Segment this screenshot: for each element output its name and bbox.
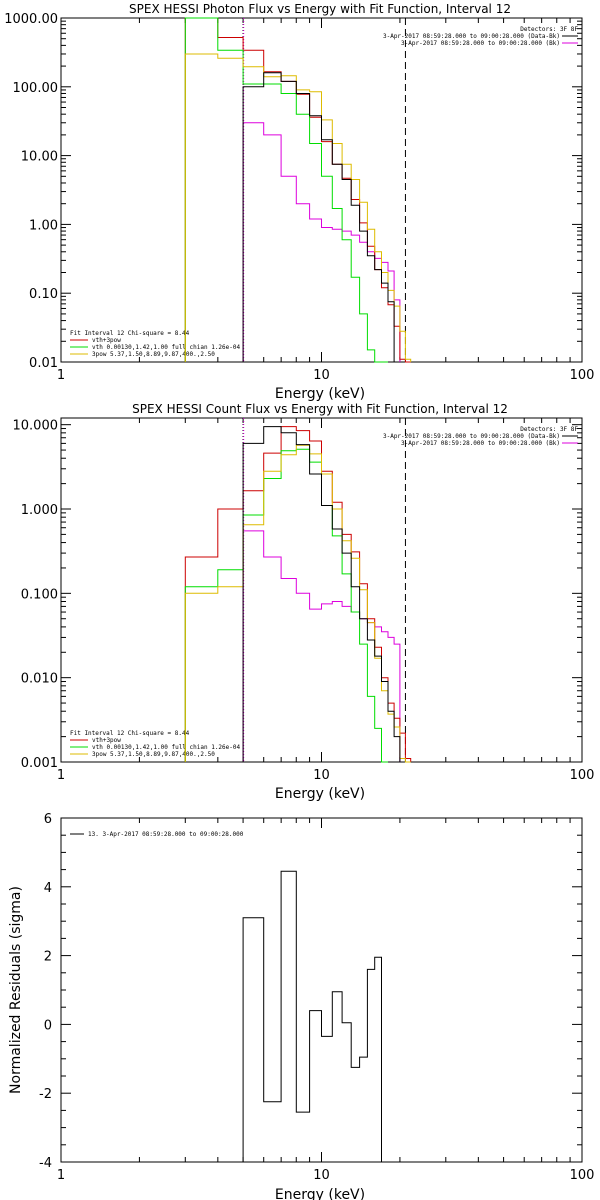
panel2-legend-vth: vth 0.00130,1.42,1.00 full chian 1.26e-0… bbox=[92, 744, 240, 751]
panel2-header-databk: 3-Apr-2017 08:59:28.000 to 09:00:28.000 … bbox=[383, 433, 560, 440]
panel1-header-detectors: Detectors: 3F 8F bbox=[520, 26, 578, 33]
y-tick-label: 0.001 bbox=[21, 756, 58, 771]
y-tick-label: 1.00 bbox=[29, 218, 58, 233]
magenta-background-series bbox=[242, 122, 401, 362]
y-tick-label: 100.00 bbox=[13, 81, 59, 96]
panel2-header-bk: 3-Apr-2017 08:59:28.000 to 09:00:28.000 … bbox=[401, 440, 560, 447]
y-tick-label: 0.10 bbox=[29, 287, 58, 302]
y-tick-label: 2 bbox=[44, 950, 52, 965]
y-tick-label: 0.100 bbox=[21, 587, 58, 602]
black-data-series bbox=[242, 426, 401, 762]
x-tick-label: 1 bbox=[57, 768, 65, 783]
panel3-legend-interval: 13. 3-Apr-2017 08:59:28.000 to 09:00:28.… bbox=[88, 831, 244, 838]
y-tick-label: 0 bbox=[44, 1018, 52, 1033]
black-data-series bbox=[242, 72, 395, 362]
y-tick-label: -2 bbox=[39, 1087, 52, 1102]
panel2-legend-fit: Fit Interval 12 Chi-square = 8.44 bbox=[70, 730, 190, 737]
x-tick-label: 100 bbox=[570, 768, 595, 783]
x-tick-label: 10 bbox=[313, 768, 330, 783]
panel1-legend-3pow: 3pow 5.37,1.50,8.89,9.87,400.,2.50 bbox=[92, 351, 215, 358]
panel2-legend-vth3pow: vth+3pow bbox=[92, 737, 121, 744]
panel3-ylabel: Normalized Residuals (sigma) bbox=[8, 886, 24, 1094]
green-model-series bbox=[184, 17, 388, 363]
panel1-header-databk: 3-Apr-2017 08:59:28.000 to 09:00:28.000 … bbox=[383, 33, 560, 40]
y-tick-label: 1.000 bbox=[21, 503, 58, 518]
y-tick-label: 1000.00 bbox=[4, 12, 58, 27]
red-model-series bbox=[184, 17, 411, 363]
panel3-xlabel: Energy (keV) bbox=[275, 1187, 365, 1200]
y-tick-label: 6 bbox=[44, 812, 52, 827]
y-tick-label: -4 bbox=[39, 1156, 52, 1171]
yellow-model-series bbox=[184, 444, 411, 763]
y-tick-label: 10.00 bbox=[21, 150, 58, 165]
panel1-plot-frame bbox=[60, 17, 583, 363]
residuals-panel: Energy (keV) Normalized Residuals (sigma… bbox=[8, 812, 594, 1200]
x-tick-label: 1 bbox=[57, 1168, 65, 1183]
panel2-header-detectors: Detectors: 3F 8F bbox=[520, 426, 578, 433]
yellow-model-series bbox=[184, 53, 412, 362]
panel1-legend-vth: vth 0.00130,1.42,1.00 full chian 1.26e-0… bbox=[92, 344, 240, 351]
panel3-plot-frame bbox=[60, 817, 583, 1163]
panel1-header-bk: 3-Apr-2017 08:59:28.000 to 09:00:28.000 … bbox=[401, 40, 560, 47]
x-tick-label: 1 bbox=[57, 368, 65, 383]
panel2-legend-3pow: 3pow 5.37,1.50,8.89,9.87,400.,2.50 bbox=[92, 751, 215, 758]
count-flux-panel: SPEX HESSI Count Flux vs Energy with Fit… bbox=[13, 402, 595, 802]
panel1-legend-vth3pow: vth+3pow bbox=[92, 337, 121, 344]
black-residuals-series bbox=[242, 870, 382, 1162]
panel1-xlabel: Energy (keV) bbox=[275, 386, 365, 402]
x-tick-label: 10 bbox=[313, 368, 330, 383]
green-model-series bbox=[184, 448, 388, 763]
red-model-series bbox=[184, 426, 412, 762]
panel2-xlabel: Energy (keV) bbox=[275, 786, 365, 802]
panel2-title: SPEX HESSI Count Flux vs Energy with Fit… bbox=[132, 402, 508, 416]
y-tick-label: 0.01 bbox=[29, 356, 58, 371]
x-tick-label: 100 bbox=[570, 1168, 595, 1183]
x-tick-label: 10 bbox=[313, 1168, 330, 1183]
panel1-legend-fit: Fit Interval 12 Chi-square = 8.44 bbox=[70, 330, 190, 337]
y-tick-label: 0.010 bbox=[21, 672, 58, 687]
photon-flux-panel: SPEX HESSI Photon Flux vs Energy with Fi… bbox=[4, 2, 594, 402]
magenta-background-series bbox=[242, 530, 401, 762]
panel1-title: SPEX HESSI Photon Flux vs Energy with Fi… bbox=[129, 2, 511, 16]
x-tick-label: 100 bbox=[570, 368, 595, 383]
y-tick-label: 4 bbox=[44, 881, 52, 896]
y-tick-label: 10.000 bbox=[13, 419, 59, 434]
